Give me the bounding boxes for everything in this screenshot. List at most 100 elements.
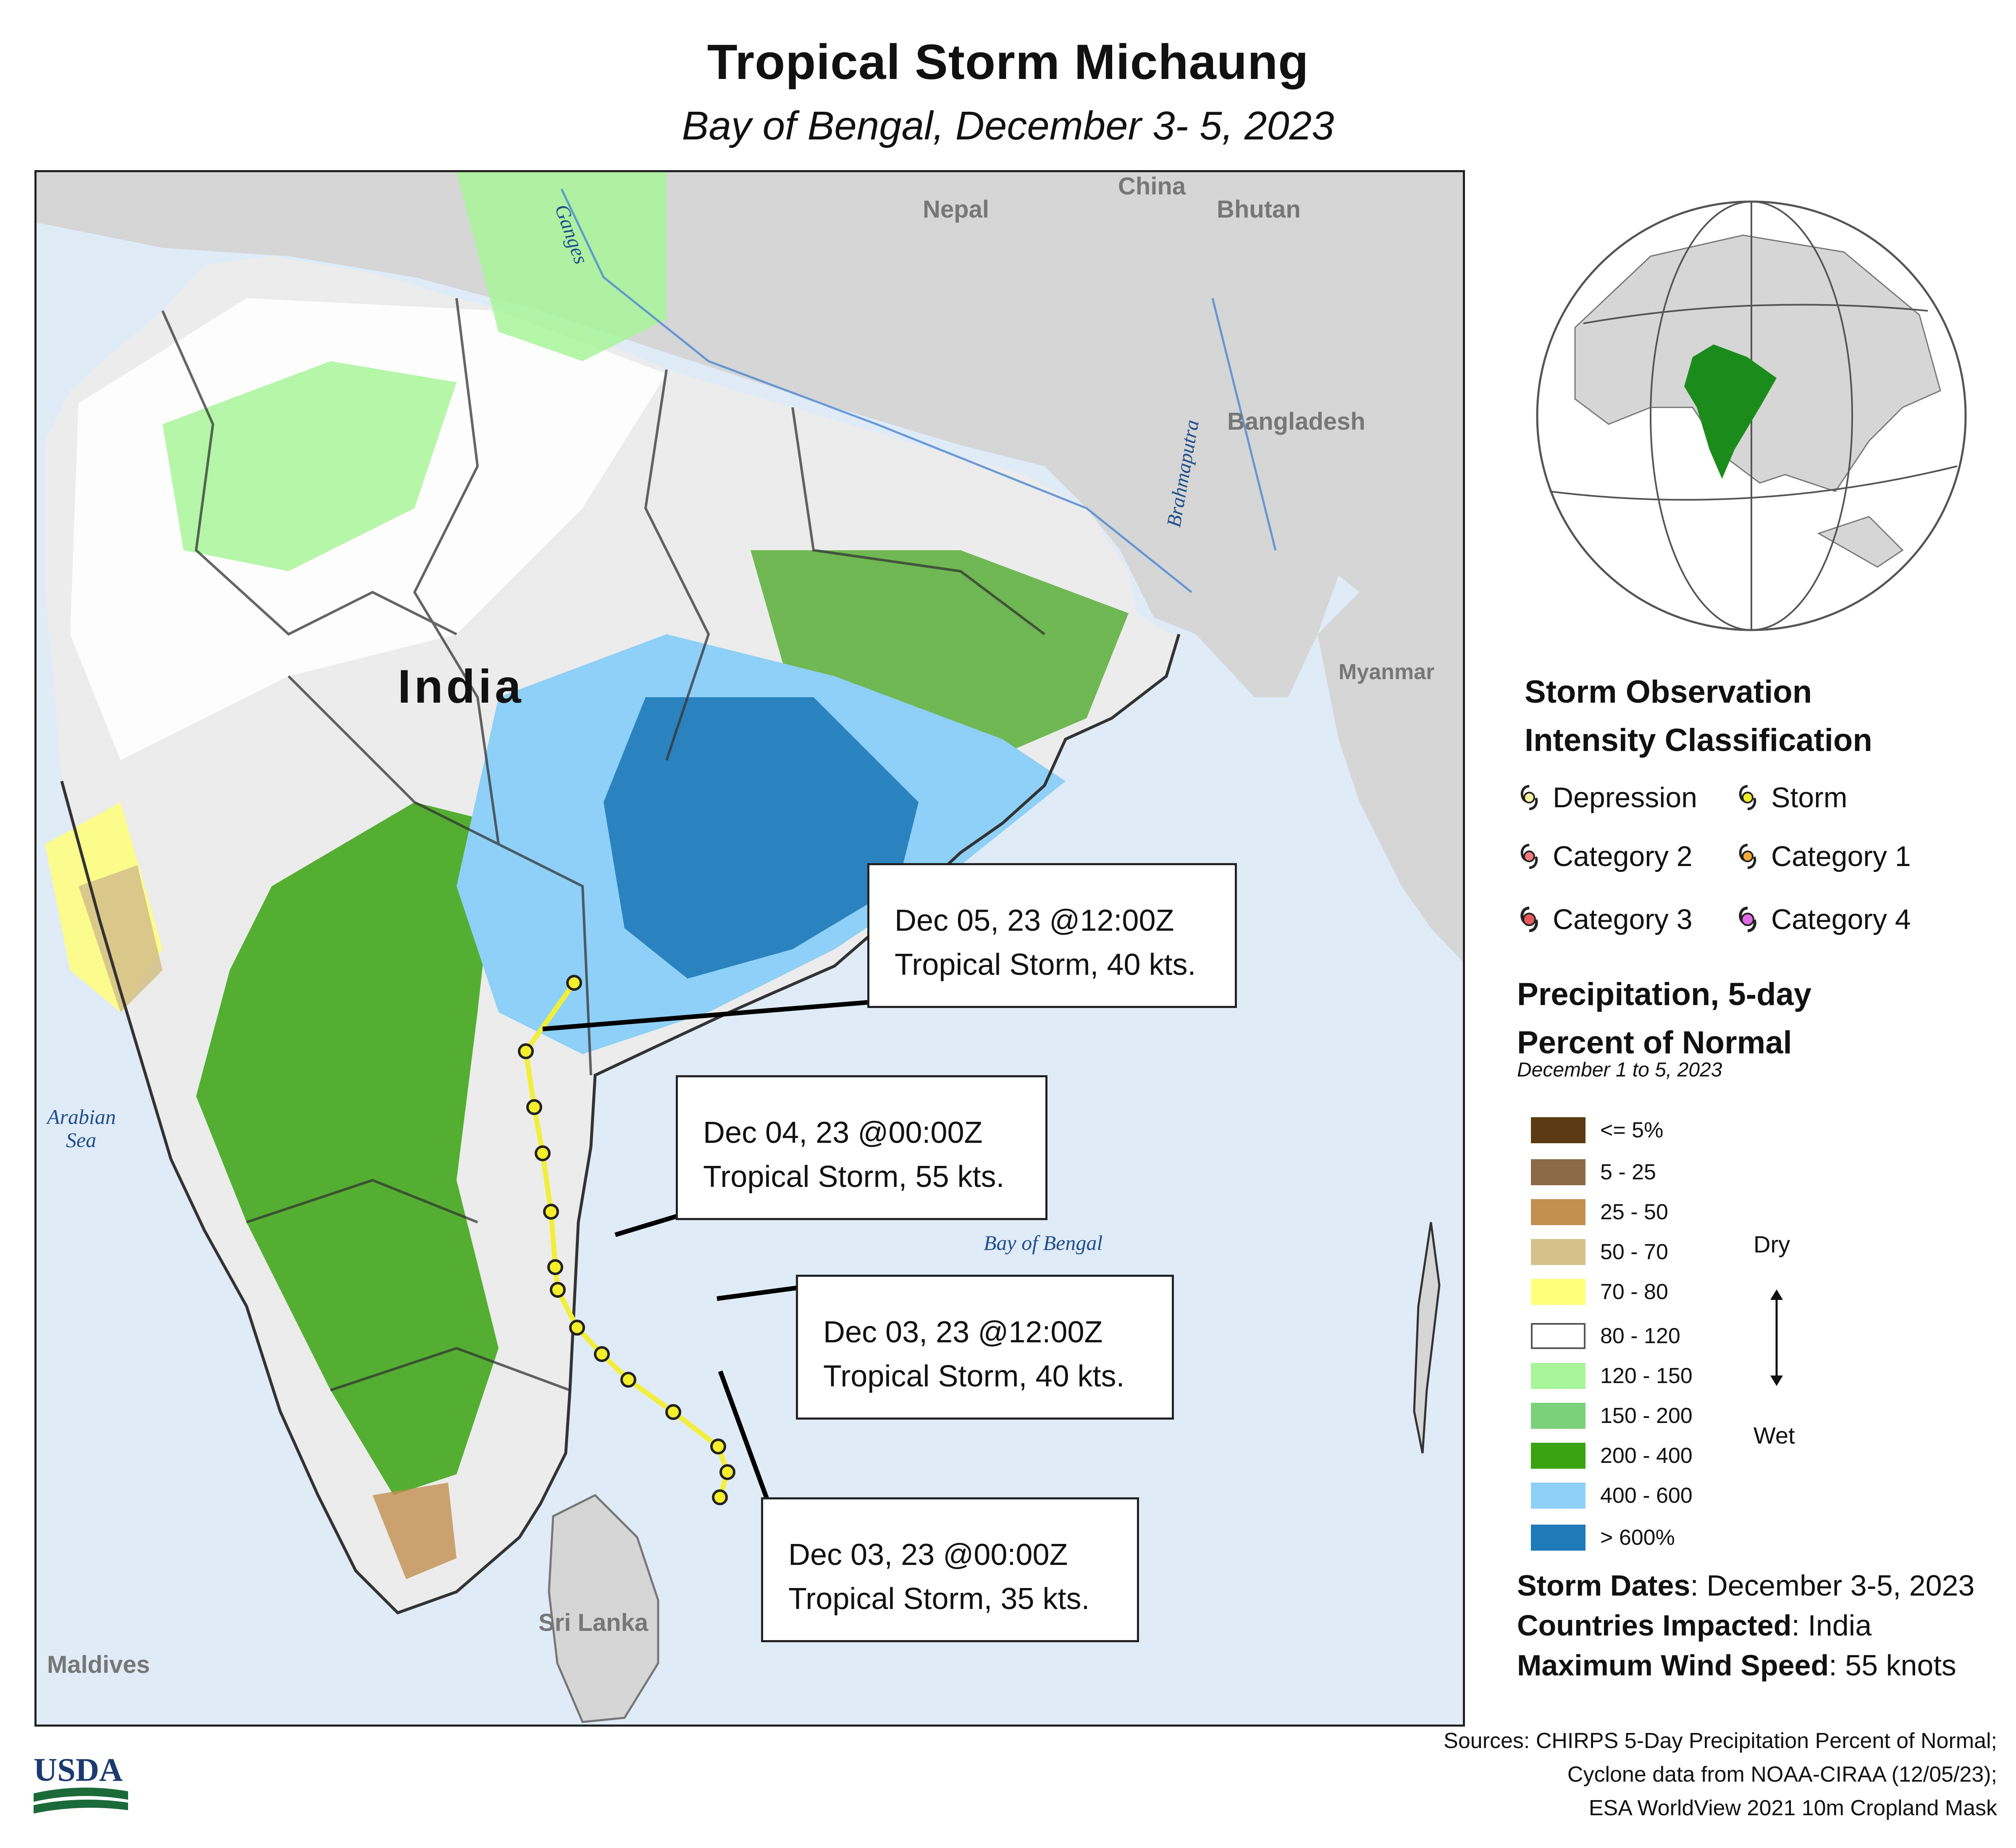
precip-class-row: 120 - 150 xyxy=(1531,1363,1693,1389)
legend-storm: Storm xyxy=(1737,781,1847,814)
precip-swatch xyxy=(1531,1363,1586,1389)
storm-point xyxy=(547,1259,563,1275)
locator-globe xyxy=(1536,200,1967,631)
storm-symbols xyxy=(518,975,735,1505)
precip-class-row: <= 5% xyxy=(1531,1117,1663,1143)
state-borders xyxy=(161,298,1045,1391)
storm-point xyxy=(550,1282,566,1298)
legend-category-1: Category 1 xyxy=(1737,840,1911,873)
usda-logo-text: USDA xyxy=(34,1751,123,1788)
storm-point xyxy=(569,1320,585,1336)
label-bangladesh: Bangladesh xyxy=(1227,408,1365,435)
precip-swatch xyxy=(1531,1403,1586,1429)
callout-intensity: Tropical Storm, 55 kts. xyxy=(703,1160,1005,1194)
cyclone-icon xyxy=(1520,906,1538,932)
storm-point xyxy=(710,1438,726,1454)
callout-intensity: Tropical Storm, 40 kts. xyxy=(823,1360,1125,1393)
sri-lanka-landmass xyxy=(548,1494,659,1723)
dry-wet-arrow-icon xyxy=(1770,1289,1783,1386)
storm-point xyxy=(526,1099,542,1115)
callout-dec03-0000z: Dec 03, 23 @00:00Z Tropical Storm, 35 kt… xyxy=(761,1497,1139,1642)
precip-class-row: > 600% xyxy=(1531,1525,1675,1551)
storm-point xyxy=(566,975,582,991)
neighbor-land-north xyxy=(37,172,1463,802)
precip-green-west xyxy=(196,802,499,1495)
label-arabian-sea-line1: Arabian xyxy=(47,1105,116,1129)
india-coastline xyxy=(60,633,1181,1615)
andaman-islands xyxy=(1413,1222,1441,1454)
precip-class-row: 400 - 600 xyxy=(1531,1483,1693,1509)
callout-dec04-0000z: Dec 04, 23 @00:00Z Tropical Storm, 55 kt… xyxy=(676,1075,1047,1220)
storm-point xyxy=(535,1145,551,1161)
map-canvas xyxy=(37,172,1463,1723)
label-myanmar: Myanmar xyxy=(1339,660,1435,684)
label-china: China xyxy=(1118,173,1186,200)
neighbor-land-east xyxy=(1318,592,1463,962)
map-subtitle: Bay of Bengal, December 3- 5, 2023 xyxy=(682,103,1334,148)
precip-class-row: 50 - 70 xyxy=(1531,1239,1668,1265)
ganges-river xyxy=(560,188,1192,593)
label-india: India xyxy=(398,660,525,713)
legend-category-3: Category 3 xyxy=(1518,903,1693,936)
map-title: Tropical Storm Michaung xyxy=(707,34,1309,90)
precip-swatch xyxy=(1531,1159,1586,1185)
storm-point xyxy=(518,1043,534,1059)
storm-point xyxy=(719,1464,735,1480)
precip-class-row: 80 - 120 xyxy=(1531,1323,1680,1349)
callout-dec05-1200z: Dec 05, 23 @12:00Z Tropical Storm, 40 kt… xyxy=(867,863,1237,1008)
map-panel: Nepal China Bhutan Bangladesh Myanmar Sr… xyxy=(34,170,1465,1727)
precip-swatch xyxy=(1531,1525,1586,1551)
precip-swatch xyxy=(1531,1199,1586,1225)
precip-swatch xyxy=(1531,1443,1586,1469)
precip-swatch xyxy=(1531,1323,1586,1349)
cyclone-icon xyxy=(1739,906,1756,932)
globe-india-highlight xyxy=(1684,344,1777,479)
precip-swatch xyxy=(1531,1239,1586,1265)
precip-class-row: 5 - 25 xyxy=(1531,1159,1656,1185)
legend-depression: Depression xyxy=(1518,781,1697,814)
callout-time: Dec 03, 23 @00:00Z xyxy=(788,1538,1068,1572)
storm-point xyxy=(665,1404,681,1420)
precip-dark-blue xyxy=(604,697,919,979)
legend-category-2: Category 2 xyxy=(1518,840,1693,873)
fact-max-wind: Maximum Wind Speed: 55 knots xyxy=(1517,1649,1956,1682)
storm-point xyxy=(712,1489,728,1505)
legend-precip-period: December 1 to 5, 2023 xyxy=(1517,1059,1722,1081)
precip-swatch xyxy=(1531,1483,1586,1509)
callout-dec03-1200z: Dec 03, 23 @12:00Z Tropical Storm, 40 kt… xyxy=(796,1275,1174,1420)
precip-tan-south xyxy=(373,1483,457,1579)
legend-dry-label: Dry xyxy=(1754,1231,1790,1257)
precip-light-green-north xyxy=(457,172,667,361)
label-arabian-sea-line2: Sea xyxy=(66,1128,97,1152)
precip-swatch xyxy=(1531,1279,1586,1305)
precip-swatch xyxy=(1531,1117,1586,1143)
callout-leaders xyxy=(542,999,876,1507)
fact-storm-dates: Storm Dates: December 3-5, 2023 xyxy=(1517,1569,1975,1602)
cyclone-icon xyxy=(1520,785,1538,810)
globe-land-se xyxy=(1817,516,1904,568)
cyclone-icon xyxy=(1739,844,1756,869)
precip-light-green xyxy=(163,361,457,571)
label-maldives: Maldives xyxy=(47,1651,150,1678)
precip-class-row: 150 - 200 xyxy=(1531,1403,1693,1429)
legend-wet-label: Wet xyxy=(1754,1422,1795,1449)
storm-point xyxy=(594,1346,610,1362)
cyclone-icon xyxy=(1739,785,1756,810)
storm-point xyxy=(620,1372,636,1388)
usda-logo: USDA xyxy=(34,1751,128,1814)
label-sri-lanka: Sri Lanka xyxy=(538,1609,648,1636)
callout-intensity: Tropical Storm, 35 kts. xyxy=(788,1582,1090,1616)
callout-time: Dec 03, 23 @12:00Z xyxy=(823,1315,1103,1349)
legend-storm-title: Storm Observation Intensity Classificati… xyxy=(1525,674,1872,758)
cyclone-icon xyxy=(1520,844,1538,869)
fact-countries-impacted: Countries Impacted: India xyxy=(1517,1609,1872,1642)
precip-class-row: 25 - 50 xyxy=(1531,1199,1668,1225)
storm-point xyxy=(543,1204,559,1220)
precip-tan xyxy=(79,865,163,1012)
callout-time: Dec 05, 23 @12:00Z xyxy=(895,904,1174,937)
precip-class-row: 70 - 80 xyxy=(1531,1279,1668,1305)
callout-time: Dec 04, 23 @00:00Z xyxy=(703,1116,983,1150)
label-nepal: Nepal xyxy=(923,196,989,223)
callout-intensity: Tropical Storm, 40 kts. xyxy=(895,948,1196,982)
legend-category-4: Category 4 xyxy=(1737,903,1911,936)
